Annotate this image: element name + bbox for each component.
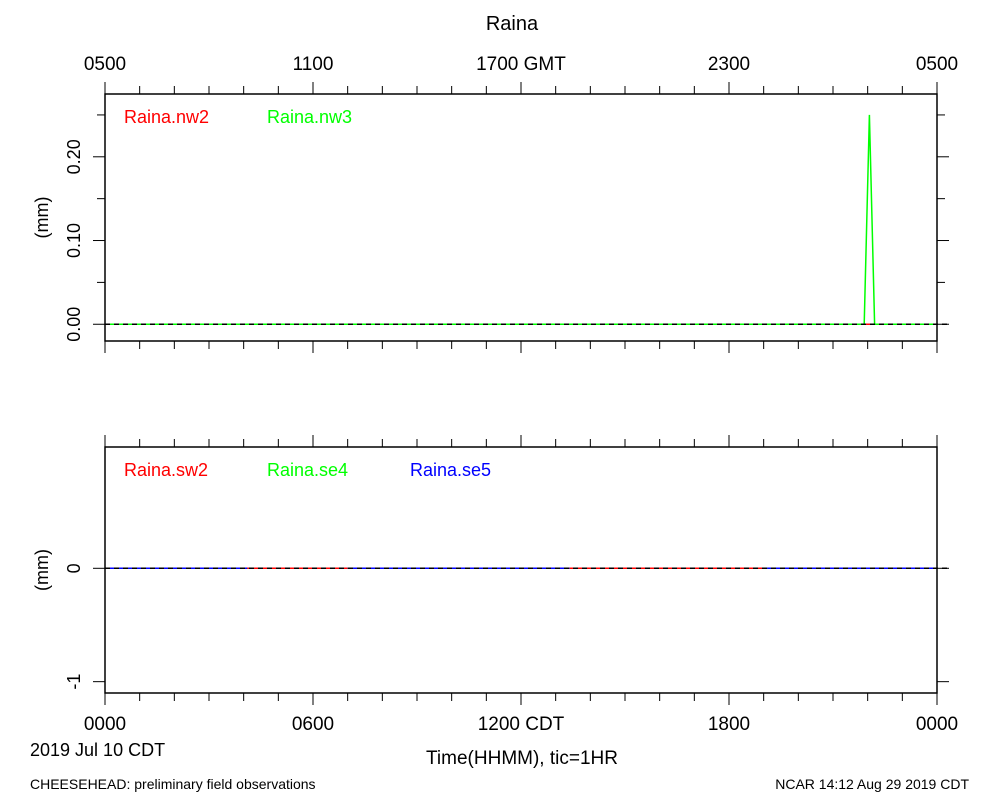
- top-axis-label: 0500: [84, 54, 126, 75]
- x-axis-label: Time(HHMM), tic=1HR: [426, 748, 618, 769]
- bottom-axis-label: 0600: [292, 714, 334, 735]
- legend-Raina-se5: Raina.se5: [410, 460, 491, 480]
- footer-right: NCAR 14:12 Aug 29 2019 CDT: [775, 776, 969, 792]
- legend-Raina-sw2: Raina.sw2: [124, 460, 208, 480]
- plot-frame: [104, 93, 938, 342]
- legend-Raina-se4: Raina.se4: [267, 460, 348, 480]
- y-tick-label: -1: [64, 674, 84, 690]
- legend-Raina-nw2: Raina.nw2: [124, 107, 209, 127]
- bottom-axis-label: 1800: [708, 714, 750, 735]
- y-tick-label: 0.10: [64, 223, 84, 258]
- y-axis-label: (mm): [32, 197, 52, 239]
- bottom-axis-label: 0000: [916, 714, 958, 735]
- series-line-Raina-nw3: [105, 114, 937, 325]
- y-tick-label: 0.20: [64, 139, 84, 174]
- legend-Raina-nw3: Raina.nw3: [267, 107, 352, 127]
- bottom-axis-label: 0000: [84, 714, 126, 735]
- y-axis-label: (mm): [32, 549, 52, 591]
- footer-left: CHEESEHEAD: preliminary field observatio…: [30, 776, 316, 792]
- axes-layer: [93, 82, 949, 705]
- y-tick-label: 0.00: [64, 307, 84, 342]
- top-axis-label: 1100: [293, 54, 334, 75]
- top-axis-label: 1700 GMT: [476, 54, 566, 75]
- plot-frame: [104, 446, 938, 694]
- text-layer: Raina 2019 Jul 10 CDT Time(HHMM), tic=1H…: [30, 13, 969, 792]
- top-axis-label: 0500: [916, 54, 958, 75]
- data-layer: [105, 114, 949, 570]
- y-tick-label: 0: [64, 563, 84, 573]
- chart-title: Raina: [486, 13, 539, 35]
- top-axis-label: 2300: [708, 54, 750, 75]
- bottom-axis-label: 1200 CDT: [478, 714, 565, 735]
- date-label: 2019 Jul 10 CDT: [30, 740, 165, 760]
